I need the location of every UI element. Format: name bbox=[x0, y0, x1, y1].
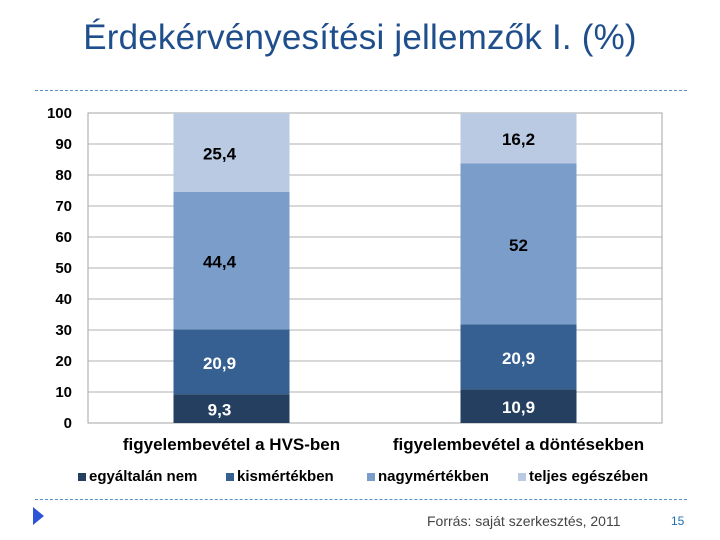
y-tick-label: 40 bbox=[55, 291, 72, 308]
data-label: 25,4 bbox=[203, 144, 237, 163]
y-tick-label: 60 bbox=[55, 229, 72, 246]
data-label: 20,9 bbox=[502, 349, 535, 368]
bar-segment bbox=[173, 329, 290, 395]
bar-segment bbox=[460, 324, 577, 390]
y-tick-label: 0 bbox=[64, 415, 72, 432]
y-tick-label: 80 bbox=[55, 167, 72, 184]
bar-segment bbox=[460, 389, 577, 423]
y-tick-label: 50 bbox=[55, 260, 72, 277]
legend-swatch bbox=[518, 473, 526, 481]
source-note: Forrás: saját szerkesztés, 2011 bbox=[427, 513, 621, 529]
legend-swatch bbox=[78, 473, 86, 481]
legend-label: egyáltalán nem bbox=[89, 468, 197, 485]
y-tick-label: 70 bbox=[55, 198, 72, 215]
data-label: 20,9 bbox=[203, 354, 236, 373]
data-label: 9,3 bbox=[208, 401, 232, 420]
footer-divider bbox=[35, 499, 687, 500]
bar-segment bbox=[460, 163, 577, 325]
y-tick-label: 30 bbox=[55, 322, 72, 339]
y-tick-label: 10 bbox=[55, 384, 72, 401]
play-arrow-icon bbox=[33, 507, 44, 525]
data-label: 16,2 bbox=[502, 130, 535, 149]
y-tick-label: 90 bbox=[55, 136, 72, 153]
page-title: Érdekérvényesítési jellemzők I. (%) bbox=[83, 18, 637, 57]
data-label: 44,4 bbox=[203, 253, 237, 272]
legend-label: nagymértékben bbox=[378, 468, 489, 485]
bar-segment bbox=[460, 113, 577, 164]
bar-segment bbox=[173, 191, 290, 330]
category-label: figyelembevétel a döntésekben bbox=[393, 435, 644, 454]
bar-segment bbox=[173, 113, 290, 192]
legend-swatch bbox=[226, 473, 234, 481]
legend-swatch bbox=[367, 473, 375, 481]
y-tick-label: 100 bbox=[47, 105, 72, 122]
title-divider bbox=[35, 90, 687, 91]
legend-label: kismértékben bbox=[237, 468, 334, 485]
data-label: 52 bbox=[509, 236, 528, 255]
bar-segment bbox=[173, 394, 290, 423]
legend-label: teljes egészében bbox=[529, 468, 648, 485]
data-label: 10,9 bbox=[502, 398, 535, 417]
y-tick-label: 20 bbox=[55, 353, 72, 370]
category-label: figyelembevétel a HVS-ben bbox=[123, 435, 340, 454]
page-number: 15 bbox=[671, 514, 685, 528]
